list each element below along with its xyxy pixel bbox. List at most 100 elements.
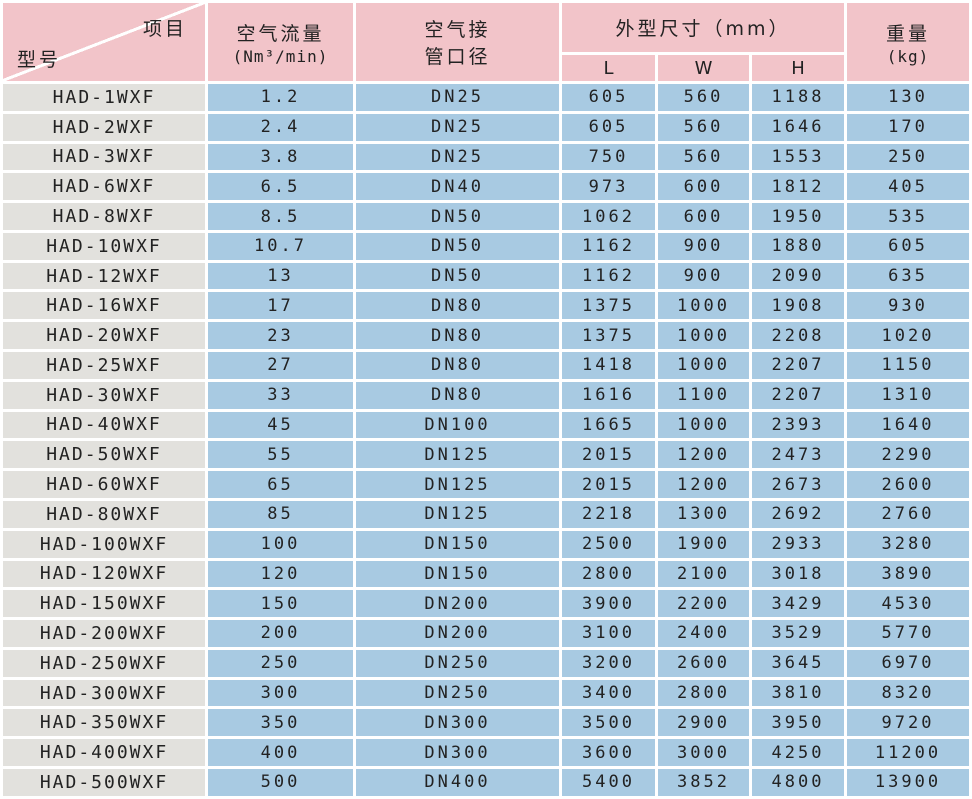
model-cell: HAD-30WXF: [3, 381, 205, 409]
value-cell: 1418: [562, 352, 655, 379]
value-cell: 1640: [847, 411, 969, 439]
value-cell: 2473: [752, 441, 844, 469]
header-dim-l: L: [562, 55, 655, 81]
value-cell: 605: [562, 113, 655, 141]
value-cell: DN300: [356, 739, 559, 766]
table-row: HAD-1WXF 1.2 DN25 605 560 1188 130: [3, 84, 969, 111]
value-cell: 250: [847, 143, 969, 171]
corner-bottom-label: 型号: [17, 49, 62, 71]
model-cell: HAD-2WXF: [3, 113, 205, 141]
table-row: HAD-3WXF 3.8 DN25 750 560 1553 250: [3, 143, 969, 171]
model-cell: HAD-12WXF: [3, 262, 205, 290]
header-weight-title: 重量: [885, 22, 930, 45]
value-cell: 2600: [847, 471, 969, 498]
header-weight-unit: (kg): [886, 46, 930, 66]
value-cell: 3950: [752, 709, 844, 737]
value-cell: 405: [847, 173, 969, 201]
value-cell: 2207: [752, 352, 844, 379]
value-cell: 1200: [658, 441, 749, 469]
table-row: HAD-500WXF 500 DN400 5400 3852 4800 13900: [3, 768, 969, 796]
value-cell: 930: [847, 292, 969, 320]
value-cell: 2100: [658, 560, 749, 588]
model-cell: HAD-150WXF: [3, 590, 205, 618]
table-row: HAD-25WXF 27 DN80 1418 1000 2207 1150: [3, 352, 969, 379]
value-cell: 1162: [562, 232, 655, 260]
table-header: 项目 型号 空气流量 (Nm³/min) 空气接 管口径 外型尺寸（mm） 重量…: [3, 3, 969, 81]
model-cell: HAD-20WXF: [3, 322, 205, 350]
model-cell: HAD-120WXF: [3, 560, 205, 588]
value-cell: 23: [208, 322, 353, 350]
header-row-main: 项目 型号 空气流量 (Nm³/min) 空气接 管口径 外型尺寸（mm） 重量…: [3, 3, 969, 81]
value-cell: 1553: [752, 143, 844, 171]
value-cell: 130: [847, 84, 969, 111]
value-cell: 535: [847, 203, 969, 230]
value-cell: 3100: [562, 620, 655, 647]
value-cell: DN125: [356, 500, 559, 528]
value-cell: 1000: [658, 322, 749, 350]
table-row: HAD-350WXF 350 DN300 3500 2900 3950 9720: [3, 709, 969, 737]
value-cell: 2208: [752, 322, 844, 350]
model-cell: HAD-3WXF: [3, 143, 205, 171]
value-cell: 2015: [562, 471, 655, 498]
value-cell: 300: [208, 679, 353, 707]
table-row: HAD-400WXF 400 DN300 3600 3000 4250 11200: [3, 739, 969, 766]
value-cell: 9720: [847, 709, 969, 737]
value-cell: 3810: [752, 679, 844, 707]
value-cell: 8320: [847, 679, 969, 707]
value-cell: 1020: [847, 322, 969, 350]
value-cell: 1950: [752, 203, 844, 230]
table-row: HAD-10WXF 10.7 DN50 1162 900 1880 605: [3, 232, 969, 260]
value-cell: 3645: [752, 649, 844, 677]
value-cell: 3890: [847, 560, 969, 588]
table-row: HAD-250WXF 250 DN250 3200 2600 3645 6970: [3, 649, 969, 677]
model-cell: HAD-200WXF: [3, 620, 205, 647]
value-cell: 500: [208, 768, 353, 796]
value-cell: 3852: [658, 768, 749, 796]
value-cell: 600: [658, 173, 749, 201]
value-cell: 1616: [562, 381, 655, 409]
header-air-flow-unit: (Nm³/min): [232, 46, 329, 66]
value-cell: DN125: [356, 441, 559, 469]
value-cell: 11200: [847, 739, 969, 766]
value-cell: 1812: [752, 173, 844, 201]
header-dimensions: 外型尺寸（mm）: [562, 3, 844, 52]
table-row: HAD-8WXF 8.5 DN50 1062 600 1950 535: [3, 203, 969, 230]
table-row: HAD-200WXF 200 DN200 3100 2400 3529 5770: [3, 620, 969, 647]
value-cell: DN200: [356, 620, 559, 647]
table-row: HAD-150WXF 150 DN200 3900 2200 3429 4530: [3, 590, 969, 618]
value-cell: 100: [208, 530, 353, 558]
model-cell: HAD-8WXF: [3, 203, 205, 230]
value-cell: 3018: [752, 560, 844, 588]
table-row: HAD-6WXF 6.5 DN40 973 600 1812 405: [3, 173, 969, 201]
value-cell: 2.4: [208, 113, 353, 141]
value-cell: DN200: [356, 590, 559, 618]
value-cell: 973: [562, 173, 655, 201]
value-cell: 350: [208, 709, 353, 737]
value-cell: 3529: [752, 620, 844, 647]
model-cell: HAD-250WXF: [3, 649, 205, 677]
value-cell: 560: [658, 143, 749, 171]
value-cell: 1880: [752, 232, 844, 260]
value-cell: 27: [208, 352, 353, 379]
value-cell: 45: [208, 411, 353, 439]
value-cell: DN80: [356, 292, 559, 320]
model-cell: HAD-100WXF: [3, 530, 205, 558]
value-cell: 2400: [658, 620, 749, 647]
value-cell: 170: [847, 113, 969, 141]
table-row: HAD-16WXF 17 DN80 1375 1000 1908 930: [3, 292, 969, 320]
table-row: HAD-60WXF 65 DN125 2015 1200 2673 2600: [3, 471, 969, 498]
value-cell: 600: [658, 203, 749, 230]
model-cell: HAD-500WXF: [3, 768, 205, 796]
value-cell: 635: [847, 262, 969, 290]
value-cell: 2090: [752, 262, 844, 290]
value-cell: 2290: [847, 441, 969, 469]
value-cell: 65: [208, 471, 353, 498]
value-cell: 2800: [562, 560, 655, 588]
value-cell: DN400: [356, 768, 559, 796]
value-cell: DN25: [356, 113, 559, 141]
value-cell: 2900: [658, 709, 749, 737]
value-cell: 3500: [562, 709, 655, 737]
model-cell: HAD-25WXF: [3, 352, 205, 379]
header-dim-h: H: [752, 55, 844, 81]
table-row: HAD-30WXF 33 DN80 1616 1100 2207 1310: [3, 381, 969, 409]
